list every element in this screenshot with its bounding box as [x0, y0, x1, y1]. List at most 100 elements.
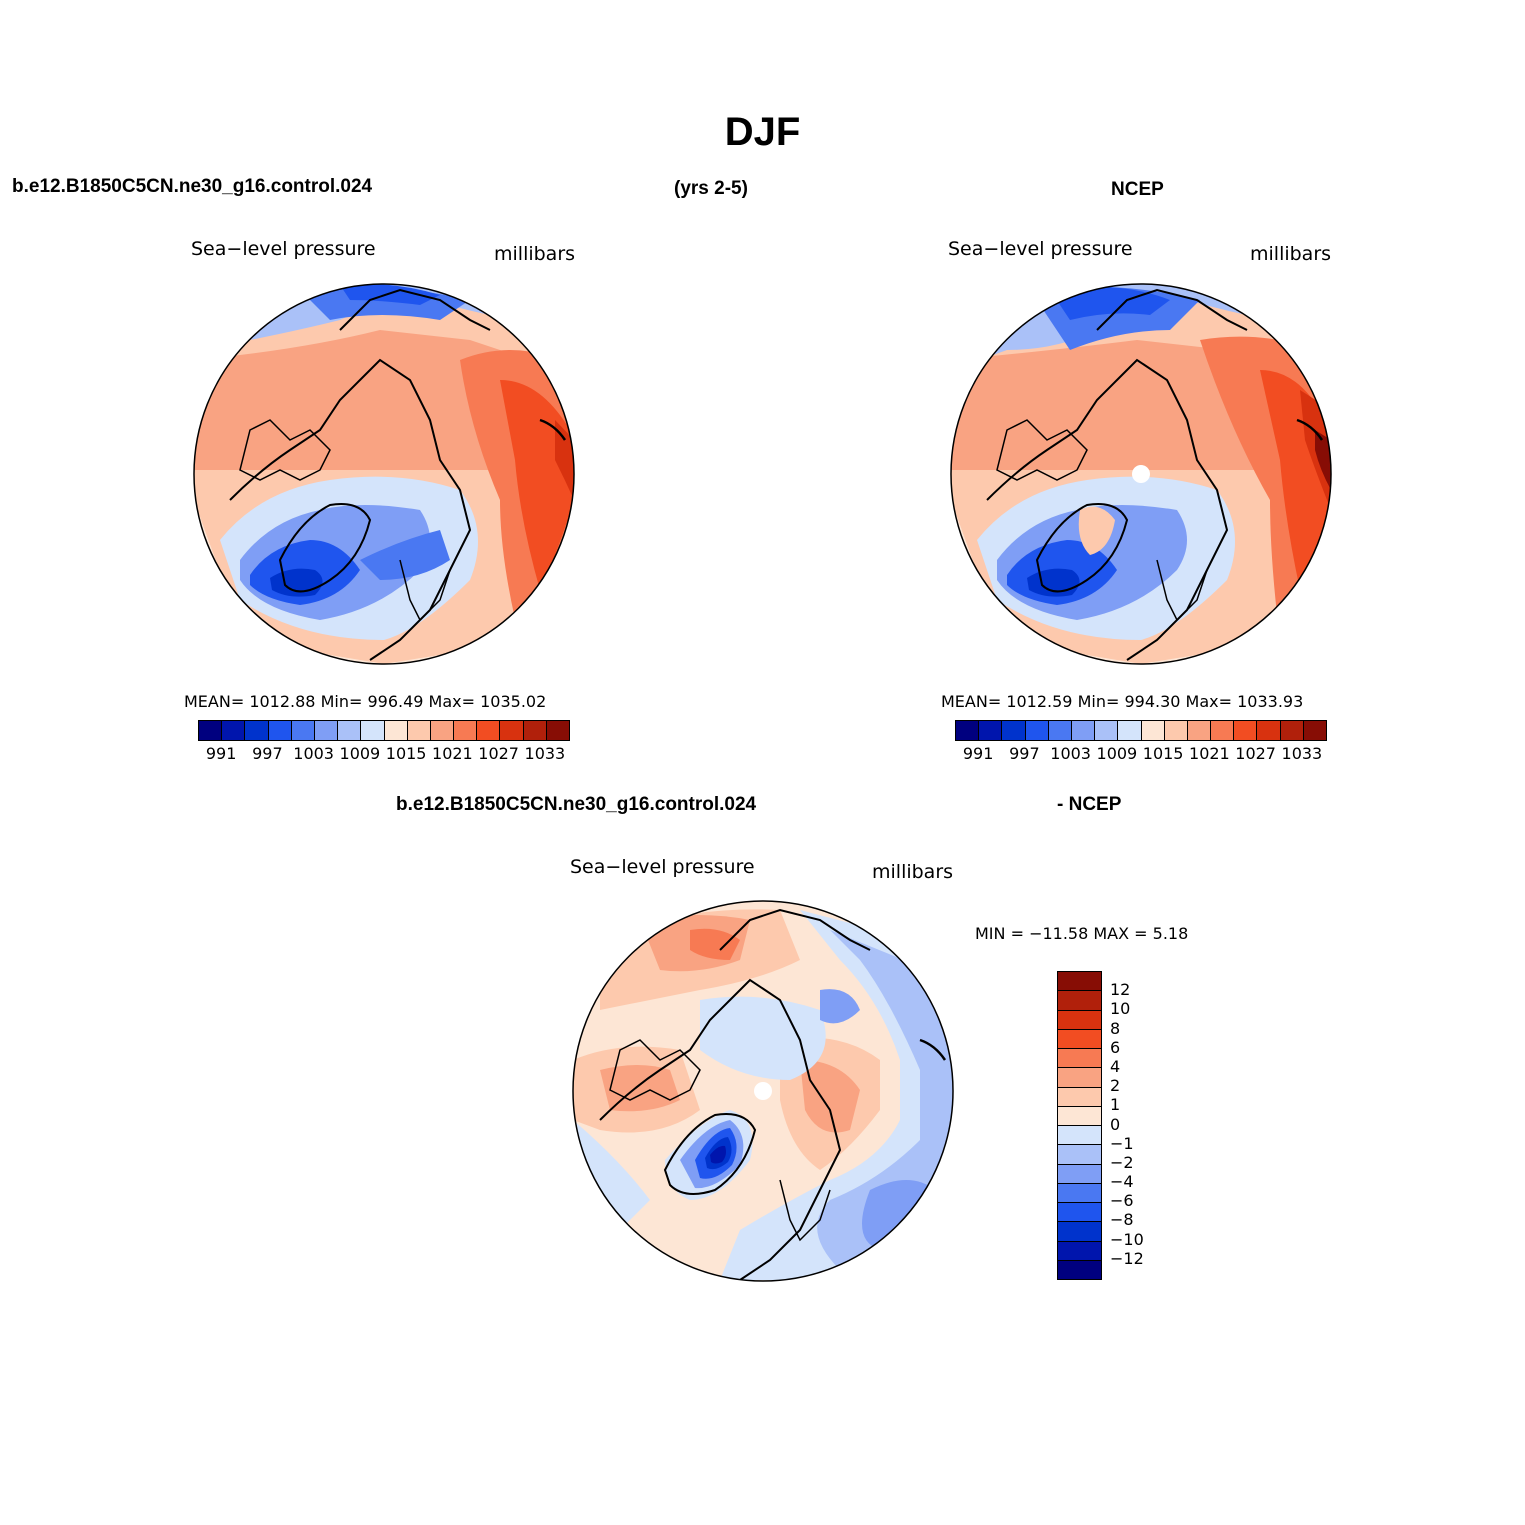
colorbar-tick-label: 1009	[339, 744, 381, 763]
colorbar-swatch	[1058, 1126, 1101, 1146]
colorbar-swatch	[430, 721, 455, 740]
colorbar-tick-label: 1027	[478, 744, 519, 763]
model-variable-label: Sea−level pressure	[191, 238, 376, 260]
colorbar-swatch	[338, 721, 362, 740]
colorbar-swatch	[1048, 721, 1072, 740]
model-slp-map	[194, 284, 574, 664]
colorbar-tick-label: 1033	[1281, 744, 1323, 763]
model-units-label: millibars	[494, 243, 576, 265]
colorbar-swatch	[1187, 721, 1212, 740]
colorbar-swatch	[1234, 721, 1258, 740]
colorbar-swatch	[454, 721, 478, 740]
colorbar-tick-label: 1015	[1142, 744, 1184, 763]
colorbar-tick-label: 1021	[1189, 744, 1230, 763]
colorbar-tick-label: 1009	[1096, 744, 1138, 763]
colorbar-swatch	[1058, 1183, 1101, 1203]
diff-minus-label: - NCEP	[1057, 794, 1122, 815]
obs-map-border	[950, 283, 1332, 665]
colorbar-tick-label: 2	[1110, 1076, 1121, 1096]
colorbar-swatch	[1058, 1106, 1101, 1126]
obs-variable-label: Sea−level pressure	[948, 238, 1133, 260]
colorbar-tick-label: 1003	[1050, 744, 1091, 763]
colorbar-swatch	[361, 721, 385, 740]
colorbar-swatch	[1280, 721, 1304, 740]
colorbar-tick-label: 1027	[1235, 744, 1276, 763]
colorbar-tick-label: 1021	[432, 744, 473, 763]
colorbar-swatch	[1058, 1241, 1101, 1261]
colorbar-tick-label: −10	[1110, 1229, 1144, 1249]
colorbar-swatch	[1058, 1068, 1101, 1088]
colorbar-tick-label: −6	[1110, 1191, 1134, 1211]
colorbar-swatch	[1058, 1145, 1101, 1165]
colorbar-tick-label: 6	[1110, 1037, 1121, 1057]
colorbar-tick-label: 1	[1110, 1095, 1121, 1115]
colorbar-tick-label: 991	[962, 744, 994, 763]
colorbar-swatch	[1058, 972, 1101, 992]
colorbar-swatch	[1303, 721, 1326, 740]
colorbar-tick-label: 1003	[293, 744, 334, 763]
diff-map-border	[572, 900, 954, 1282]
colorbar-swatch	[407, 721, 431, 740]
colorbar-tick-label: −1	[1110, 1133, 1134, 1153]
colorbar-swatch	[546, 721, 569, 740]
colorbar-tick-label: −2	[1110, 1152, 1134, 1172]
colorbar-tick-label: −4	[1110, 1172, 1134, 1192]
colorbar-swatch	[1071, 721, 1096, 740]
colorbar-swatch	[477, 721, 501, 740]
colorbar-tick-label: −8	[1110, 1210, 1134, 1230]
colorbar-tick-label: 1015	[385, 744, 427, 763]
colorbar-tick-label: 1033	[524, 744, 566, 763]
colorbar-tick-label: 0	[1110, 1114, 1121, 1134]
colorbar-swatch	[1141, 721, 1165, 740]
colorbar-swatch	[1058, 1203, 1101, 1223]
colorbar-swatch	[979, 721, 1003, 740]
model-map-border	[193, 283, 575, 665]
diff-variable-label: Sea−level pressure	[570, 856, 755, 878]
colorbar-tick-label: −12	[1110, 1248, 1144, 1268]
colorbar-swatch	[1002, 721, 1026, 740]
colorbar-swatch	[523, 721, 547, 740]
colorbar-tick-label: 991	[205, 744, 237, 763]
colorbar-swatch	[1058, 1010, 1101, 1030]
colorbar-tick-label: 997	[252, 744, 283, 763]
colorbar-tick-label: 997	[1009, 744, 1040, 763]
model-case-name: b.e12.B1850C5CN.ne30_g16.control.024	[12, 176, 373, 197]
colorbar-swatch	[1058, 1222, 1101, 1242]
model-stats: MEAN= 1012.88 Min= 996.49 Max= 1035.02	[184, 692, 547, 711]
obs-stats: MEAN= 1012.59 Min= 994.30 Max= 1033.93	[941, 692, 1304, 711]
colorbar-swatch	[1257, 721, 1281, 740]
colorbar-swatch	[1058, 1049, 1101, 1069]
colorbar-swatch	[1025, 721, 1049, 740]
colorbar-swatch	[268, 721, 292, 740]
obs-colorbar	[955, 720, 1327, 741]
diff-slp-map	[573, 901, 953, 1281]
colorbar-swatch	[1058, 1087, 1101, 1107]
colorbar-swatch	[1211, 721, 1235, 740]
diff-colorbar	[1057, 971, 1102, 1280]
diff-stats: MIN = −11.58 MAX = 5.18	[975, 924, 1189, 943]
diff-units-label: millibars	[872, 861, 954, 883]
colorbar-swatch	[1058, 991, 1101, 1011]
obs-units-label: millibars	[1250, 243, 1332, 265]
colorbar-swatch	[384, 721, 408, 740]
model-colorbar	[198, 720, 570, 741]
colorbar-swatch	[222, 721, 246, 740]
colorbar-tick-label: 12	[1110, 980, 1131, 1000]
colorbar-swatch	[956, 721, 980, 740]
colorbar-swatch	[1058, 1260, 1101, 1279]
colorbar-swatch	[1058, 1029, 1101, 1049]
obs-slp-map	[951, 284, 1331, 664]
colorbar-swatch	[314, 721, 339, 740]
colorbar-swatch	[1118, 721, 1142, 740]
colorbar-swatch	[291, 721, 315, 740]
colorbar-swatch	[245, 721, 269, 740]
colorbar-swatch	[199, 721, 223, 740]
colorbar-swatch	[1058, 1164, 1101, 1184]
figure-title: DJF	[724, 110, 801, 154]
colorbar-swatch	[1164, 721, 1188, 740]
colorbar-tick-label: 10	[1110, 999, 1131, 1019]
colorbar-tick-label: 4	[1110, 1056, 1121, 1076]
colorbar-swatch	[1095, 721, 1119, 740]
obs-dataset-name: NCEP	[1111, 179, 1164, 200]
years-label: (yrs 2-5)	[674, 178, 748, 199]
